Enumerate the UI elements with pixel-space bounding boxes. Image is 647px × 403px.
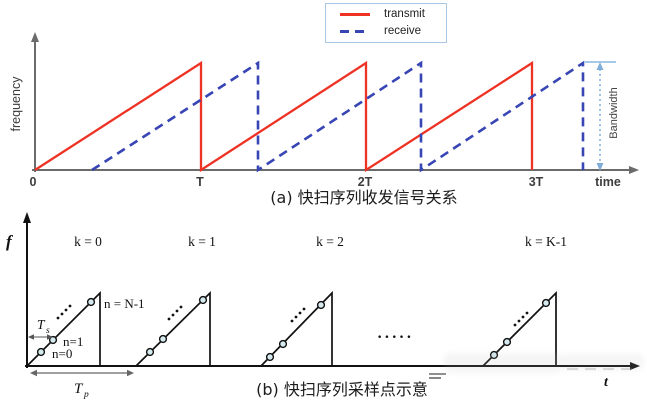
top-x-axis-arrow-icon — [629, 166, 639, 174]
legend-row-receive: receive — [340, 23, 446, 39]
tick-T: T — [196, 175, 204, 189]
mid-ellipsis: ••••• — [377, 333, 414, 343]
n0-label: n=0 — [52, 346, 72, 361]
n-last-label: n = N-1 — [104, 296, 145, 311]
ts-label: T — [37, 317, 46, 332]
tp-arrow-right-icon — [127, 369, 134, 377]
receive-sawtooth-line — [91, 60, 585, 173]
ts-arrow-left-icon — [28, 334, 34, 340]
sample-kK1-top — [541, 298, 551, 308]
tp-sub-label: p — [83, 390, 89, 400]
watermark-remnant-marks — [429, 373, 446, 379]
tp-arrow-left-icon — [30, 369, 37, 377]
sample-kK1-b — [502, 337, 512, 347]
k2-label: k = 2 — [316, 234, 344, 249]
tick-2T: 2T — [358, 175, 373, 189]
bandwidth-label: Bandwidth — [608, 87, 620, 138]
receive-line-swatch-icon — [340, 29, 370, 33]
sample-k2-b — [278, 339, 288, 349]
bandwidth-arrow-up-icon — [596, 62, 604, 70]
ts-sub-label: s — [46, 326, 50, 336]
legend-row-transmit: transmit — [340, 7, 446, 23]
sample-k1-top — [198, 295, 208, 305]
watermark-smudge — [562, 354, 644, 370]
caption-a: (a) 快扫序列收发信号关系 — [270, 188, 457, 207]
legend: transmit receive — [325, 3, 447, 43]
kK1-label: k = K-1 — [525, 234, 567, 249]
tick-0: 0 — [30, 175, 37, 189]
sample-k2-a — [265, 352, 275, 362]
n1-label: n=1 — [63, 334, 83, 349]
ts-arrow-right-icon — [47, 334, 53, 340]
chirp-ramp-k1 — [135, 290, 211, 367]
bandwidth-arrow-down-icon — [596, 163, 604, 171]
bottom-x-axis-label: t — [604, 375, 609, 390]
caption-b: (b) 快扫序列采样点示意 — [256, 380, 428, 399]
sample-k0-nlast — [86, 297, 96, 307]
tick-3T: 3T — [529, 175, 544, 189]
transmit-sawtooth-line — [34, 60, 534, 173]
sample-k0-n0 — [36, 347, 46, 357]
sample-k1-a — [145, 347, 155, 357]
transmit-line-swatch-icon — [340, 13, 370, 16]
top-x-axis-label: time — [595, 175, 621, 189]
sample-k1-b — [158, 334, 168, 344]
top-y-axis-arrow-icon — [31, 32, 39, 42]
legend-label-transmit: transmit — [384, 7, 425, 20]
sample-points — [36, 295, 551, 362]
watermark-smudge — [444, 353, 562, 373]
tp-label: T — [74, 381, 84, 397]
legend-label-receive: receive — [384, 24, 422, 37]
bottom-y-axis-arrow-icon — [23, 212, 31, 223]
ramp-ellipsis-dots — [56, 304, 529, 327]
sample-kK1-a — [489, 350, 499, 360]
k1-label: k = 1 — [188, 234, 216, 249]
sample-k2-top — [316, 300, 326, 310]
k0-label: k = 0 — [74, 234, 102, 249]
bottom-x-axis-arrow-icon — [630, 362, 640, 370]
bottom-y-axis-label: f — [6, 232, 14, 251]
sample-k0-n1 — [48, 335, 58, 345]
top-y-axis-label: frequency — [9, 76, 23, 132]
